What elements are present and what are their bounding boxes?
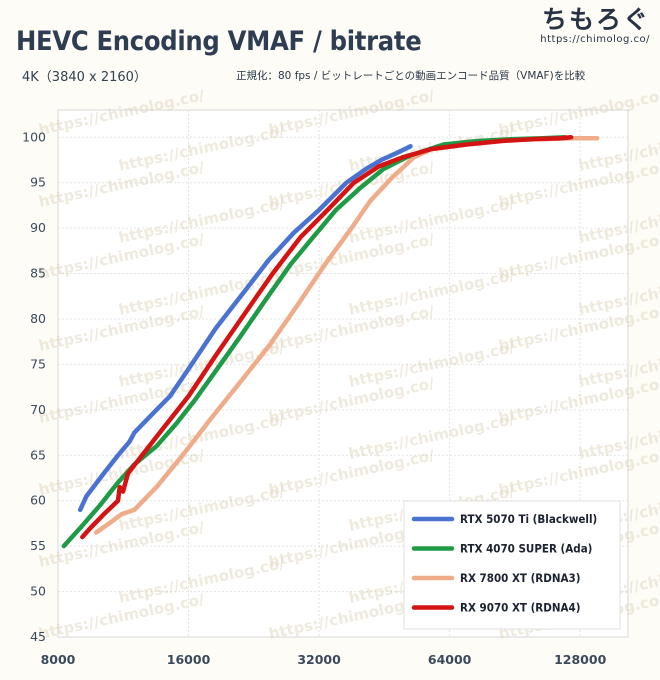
legend-label: RTX 5070 Ti (Blackwell) — [460, 512, 597, 526]
brand-logo[interactable]: ちもろぐ https://chimolog.co/ — [540, 5, 650, 46]
y-axis-ticks: 45 50 55 60 65 70 75 80 85 90 95 100 — [22, 129, 46, 644]
series-line — [77, 144, 413, 513]
x-tick-label: 32000 — [297, 652, 341, 667]
legend-label: RX 7800 XT (RDNA3) — [460, 571, 580, 585]
series-line — [80, 135, 574, 540]
y-tick-label: 60 — [30, 493, 46, 508]
y-tick-label: 45 — [30, 629, 46, 644]
y-tick-label: 85 — [30, 266, 46, 281]
brand-url: https://chimolog.co/ — [540, 34, 650, 45]
y-tick-label: 50 — [30, 584, 46, 599]
y-tick-label: 95 — [30, 175, 46, 190]
x-tick-label: 16000 — [167, 652, 211, 667]
y-tick-label: 80 — [30, 311, 46, 326]
brand-name: ちもろぐ — [541, 5, 650, 34]
x-tick-label: 128000 — [554, 652, 606, 667]
y-tick-label: 100 — [22, 129, 46, 144]
chart-subtitle: 4K（3840 x 2160） — [22, 70, 147, 85]
chart-title: HEVC Encoding VMAF / bitrate — [16, 26, 422, 57]
y-tick-label: 55 — [30, 538, 46, 553]
chart-note: 正規化：80 fps / ビットレートごとの動画エンコード品質（VMAF)を比較 — [236, 70, 586, 82]
legend: RTX 5070 Ti (Blackwell) RTX 4070 SUPER (A… — [403, 500, 621, 630]
x-axis-ticks: 8000 16000 32000 64000 128000 — [41, 652, 607, 667]
gridlines — [58, 110, 628, 637]
y-tick-label: 75 — [30, 356, 46, 371]
x-tick-label: 64000 — [428, 652, 472, 667]
series-lines — [61, 135, 600, 549]
y-tick-label: 90 — [30, 220, 46, 235]
legend-label: RX 9070 XT (RDNA4) — [460, 601, 580, 615]
y-tick-label: 65 — [30, 447, 46, 462]
x-tick-label: 8000 — [41, 652, 76, 667]
y-tick-label: 70 — [30, 402, 46, 417]
legend-label: RTX 4070 SUPER (Ada) — [460, 542, 592, 556]
